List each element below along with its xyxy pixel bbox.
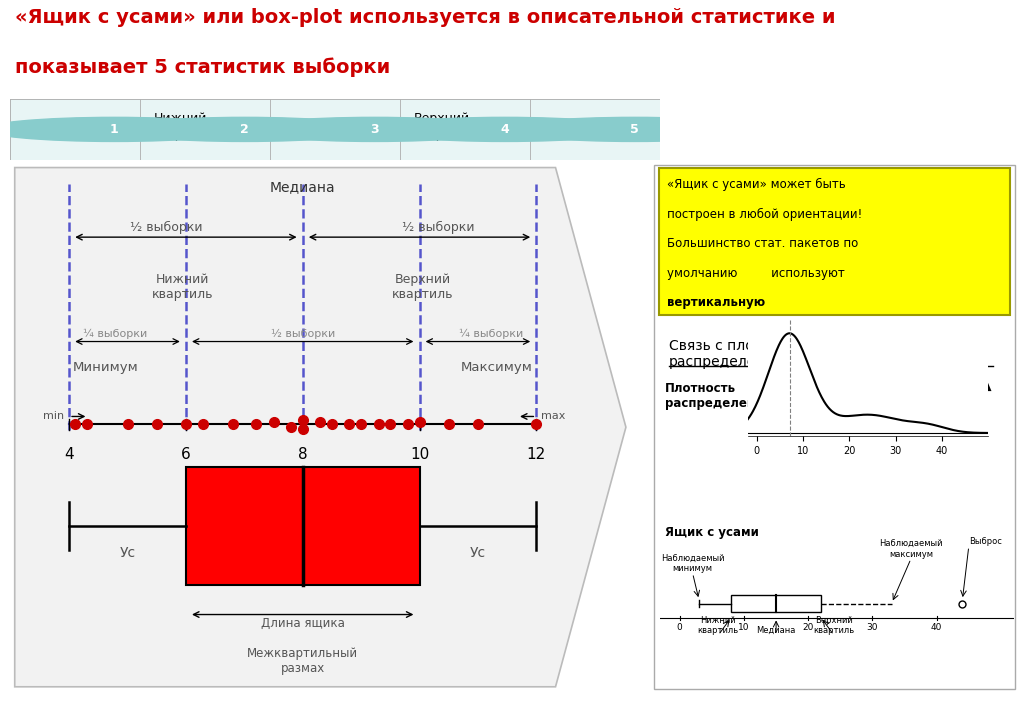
Text: ½ выборки: ½ выборки xyxy=(270,329,335,339)
Text: 5: 5 xyxy=(630,123,639,136)
Text: 2: 2 xyxy=(240,123,249,136)
Text: Нижний
квартиль: Нижний квартиль xyxy=(154,112,215,141)
Circle shape xyxy=(0,117,245,141)
Text: 4: 4 xyxy=(65,447,74,462)
Text: max: max xyxy=(542,411,566,421)
Text: Связь с плотностью
распределения: Связь с плотностью распределения xyxy=(669,339,814,369)
Text: Максимум: Максимум xyxy=(544,123,611,136)
Text: Минимум: Минимум xyxy=(24,123,85,136)
Text: Верхний
квартиль: Верхний квартиль xyxy=(392,274,454,301)
Bar xyxy=(530,99,660,160)
Bar xyxy=(10,99,140,160)
Text: Минимум: Минимум xyxy=(73,361,138,374)
Text: Плотность
распределения: Плотность распределения xyxy=(665,381,771,410)
Text: 10: 10 xyxy=(410,447,429,462)
Text: ½ выборки: ½ выборки xyxy=(402,221,475,235)
Bar xyxy=(400,99,530,160)
Bar xyxy=(140,99,270,160)
Circle shape xyxy=(115,117,375,141)
Text: 40: 40 xyxy=(931,623,942,632)
Text: Длина ящика: Длина ящика xyxy=(261,618,345,630)
Polygon shape xyxy=(14,167,626,687)
Text: Ус: Ус xyxy=(120,546,135,560)
Text: min: min xyxy=(43,411,63,421)
Text: Верхний
квартиль: Верхний квартиль xyxy=(813,615,854,635)
Text: Максимум: Максимум xyxy=(461,361,534,374)
Text: построен в любой ориентации!: построен в любой ориентации! xyxy=(667,208,862,220)
Circle shape xyxy=(245,117,505,141)
Bar xyxy=(186,467,420,585)
Bar xyxy=(731,595,821,613)
Text: 20: 20 xyxy=(803,623,814,632)
Text: 3: 3 xyxy=(370,123,379,136)
Text: ½ выборки: ½ выборки xyxy=(130,221,203,235)
Circle shape xyxy=(375,117,635,141)
Text: «Ящик с усами» или box-plot используется в описательной статистике и: «Ящик с усами» или box-plot используется… xyxy=(15,9,836,27)
Text: ¼ выборки: ¼ выборки xyxy=(459,329,523,339)
Text: 1: 1 xyxy=(110,123,119,136)
Text: Нижний
квартиль: Нижний квартиль xyxy=(152,274,213,301)
Text: Большинство стат. пакетов по: Большинство стат. пакетов по xyxy=(667,237,858,250)
Text: показывает 5 статистик выборки: показывает 5 статистик выборки xyxy=(15,57,390,77)
Text: Нижний
квартиль: Нижний квартиль xyxy=(697,615,739,635)
Text: ¼ выборки: ¼ выборки xyxy=(83,329,146,339)
Text: Медиана: Медиана xyxy=(284,123,342,136)
Text: Выброс: Выброс xyxy=(969,537,1001,546)
Text: «Ящик с усами» может быть: «Ящик с усами» может быть xyxy=(667,178,846,191)
Bar xyxy=(659,167,1010,315)
Text: 10: 10 xyxy=(738,623,750,632)
Polygon shape xyxy=(938,328,989,390)
Bar xyxy=(270,99,400,160)
Text: вертикальную: вертикальную xyxy=(667,296,765,309)
Text: 30: 30 xyxy=(866,623,879,632)
Text: 12: 12 xyxy=(526,447,546,462)
Text: Межквартильный
размах: Межквартильный размах xyxy=(247,647,358,675)
Text: 4: 4 xyxy=(500,123,509,136)
Text: Верхний
квартиль: Верхний квартиль xyxy=(414,112,475,141)
Text: Наблюдаемый
минимум: Наблюдаемый минимум xyxy=(660,554,724,573)
Text: умолчанию         используют: умолчанию используют xyxy=(667,267,845,279)
Text: 8: 8 xyxy=(298,447,307,462)
Text: Медиана: Медиана xyxy=(270,180,336,194)
Circle shape xyxy=(505,117,765,141)
Text: Ящик с усами: Ящик с усами xyxy=(665,526,759,540)
Text: 0: 0 xyxy=(677,623,683,632)
Text: Ус: Ус xyxy=(470,546,486,560)
Text: 6: 6 xyxy=(181,447,190,462)
Text: Наблюдаемый
максимум: Наблюдаемый максимум xyxy=(880,540,943,559)
Text: !: ! xyxy=(957,354,970,379)
Text: Медиана: Медиана xyxy=(757,626,796,635)
